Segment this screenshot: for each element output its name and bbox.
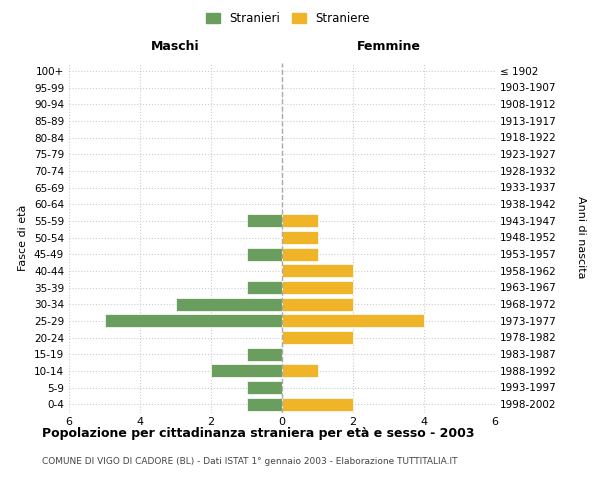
Bar — [176, 298, 282, 310]
Bar — [247, 348, 282, 360]
Bar — [282, 364, 317, 378]
Bar — [247, 214, 282, 228]
Bar — [282, 331, 353, 344]
Bar — [282, 314, 424, 328]
Bar — [282, 398, 353, 410]
Bar — [282, 281, 353, 294]
Bar — [247, 398, 282, 410]
Bar — [211, 364, 282, 378]
Bar — [247, 281, 282, 294]
Text: Popolazione per cittadinanza straniera per età e sesso - 2003: Popolazione per cittadinanza straniera p… — [42, 428, 475, 440]
Bar — [282, 214, 317, 228]
Y-axis label: Anni di nascita: Anni di nascita — [576, 196, 586, 278]
Bar — [247, 248, 282, 260]
Legend: Stranieri, Straniere: Stranieri, Straniere — [202, 8, 374, 28]
Text: Maschi: Maschi — [151, 40, 200, 52]
Text: COMUNE DI VIGO DI CADORE (BL) - Dati ISTAT 1° gennaio 2003 - Elaborazione TUTTIT: COMUNE DI VIGO DI CADORE (BL) - Dati IST… — [42, 458, 458, 466]
Bar — [282, 231, 317, 244]
Bar — [282, 298, 353, 310]
Y-axis label: Fasce di età: Fasce di età — [19, 204, 28, 270]
Bar — [104, 314, 282, 328]
Bar — [247, 381, 282, 394]
Text: Femmine: Femmine — [356, 40, 421, 52]
Bar — [282, 248, 317, 260]
Bar — [282, 264, 353, 278]
